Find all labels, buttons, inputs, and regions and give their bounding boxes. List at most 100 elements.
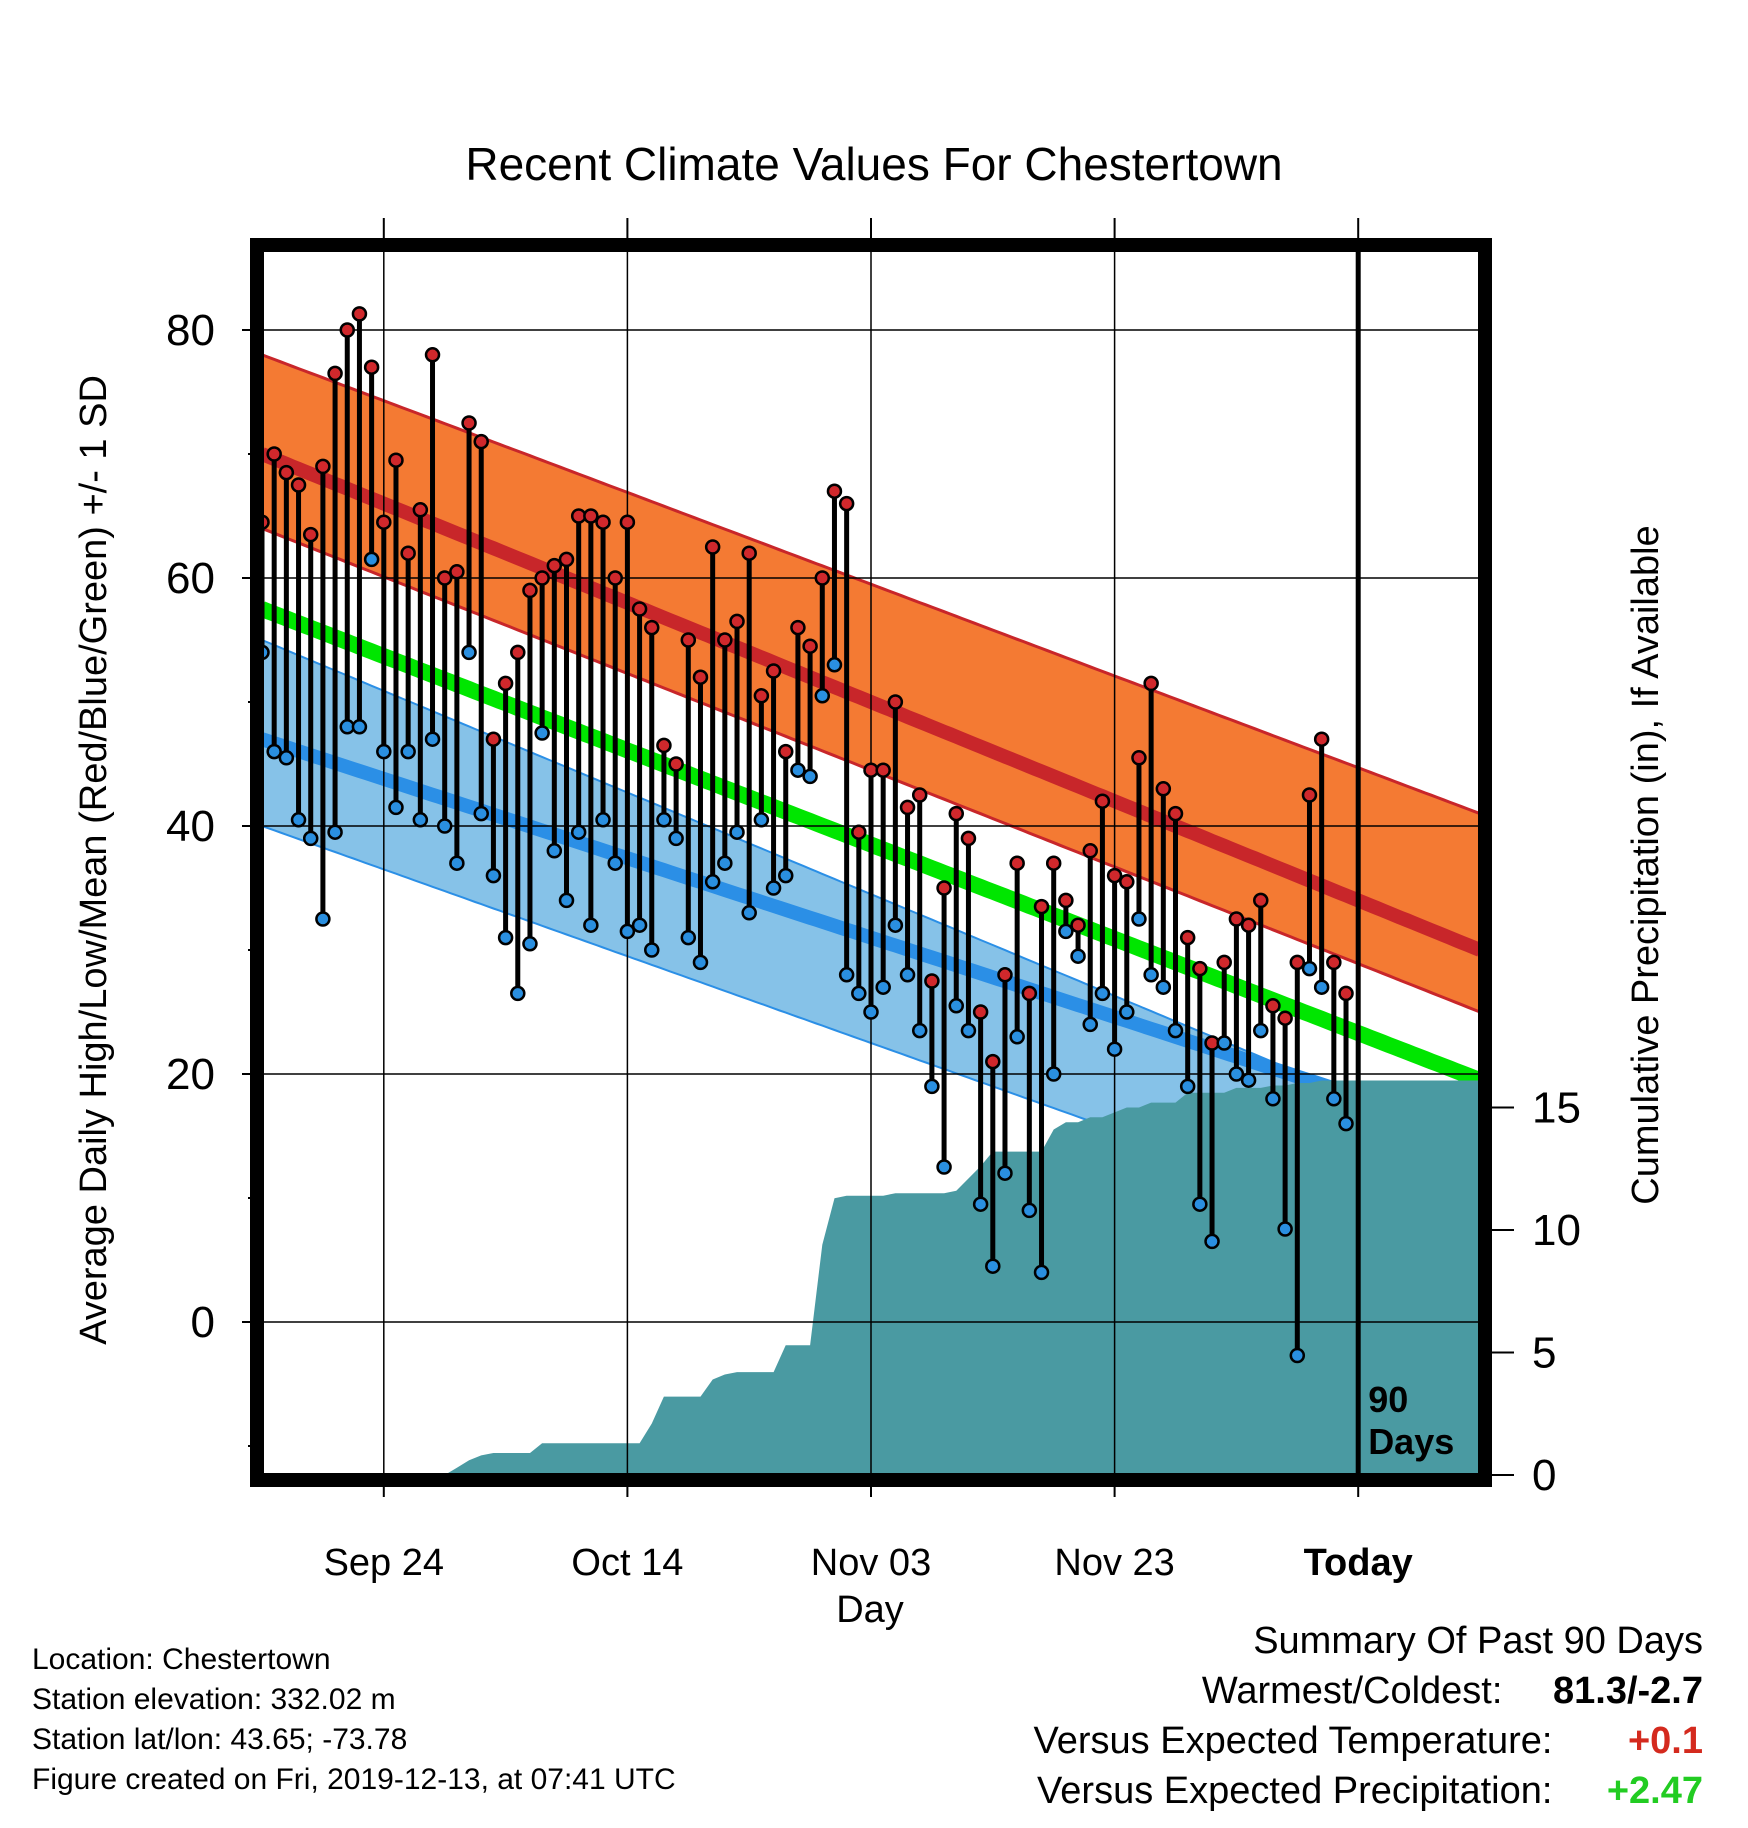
daily-low-point [1143, 967, 1159, 983]
daily-low-point [851, 985, 867, 1002]
daily-high-point [753, 688, 770, 704]
daily-low-point [1192, 1196, 1208, 1212]
daily-high-point [1082, 843, 1098, 859]
daily-low-point [777, 867, 794, 884]
daily-high-point [510, 644, 526, 661]
daily-low-point [1326, 1091, 1342, 1107]
precip-value: +2.47 [1606, 1770, 1703, 1812]
daily-high-point [534, 570, 550, 586]
daily-low-point [729, 824, 745, 840]
daily-high-point [1070, 917, 1086, 933]
warm-cold-value: 81.3/-2.7 [1553, 1670, 1703, 1712]
daily-low-point [826, 657, 843, 673]
daily-low-point [1058, 923, 1074, 940]
daily-low-point [802, 768, 818, 785]
x-tick-label: Nov 03 [811, 1542, 931, 1584]
daily-high-point [1338, 985, 1354, 1002]
daily-low-point [619, 923, 636, 940]
daily-low-point [960, 1022, 977, 1039]
daily-high-point [1265, 998, 1281, 1014]
daily-high-point [376, 514, 392, 530]
daily-high-point [497, 675, 514, 692]
today-days-label-line: Days [1368, 1421, 1454, 1462]
daily-low-point [924, 1078, 940, 1095]
y2-tick-label: 5 [1532, 1329, 1556, 1378]
daily-high-point [558, 551, 575, 568]
today-days-label-line: 90 [1368, 1379, 1408, 1420]
daily-low-point [717, 855, 733, 871]
daily-low-point [668, 830, 684, 847]
daily-high-point [741, 545, 757, 561]
precip-label: Versus Expected Precipitation: [1037, 1770, 1553, 1812]
today-days-label: 90 Days [1368, 1379, 1454, 1462]
daily-high-point [851, 824, 867, 840]
daily-high-point [1106, 867, 1123, 884]
footer-info: Location: Chestertown Station elevation:… [32, 1640, 676, 1800]
x-tick-label: Oct 14 [571, 1542, 683, 1584]
daily-low-point [1106, 1041, 1123, 1057]
daily-high-point [1192, 960, 1208, 977]
daily-high-point [302, 526, 319, 543]
daily-low-point [1277, 1221, 1293, 1237]
daily-high-point [826, 483, 843, 499]
plot-content: 90 Days [262, 250, 1480, 1475]
daily-low-point [680, 929, 697, 946]
warm-cold-label: Warmest/Coldest: [1201, 1670, 1503, 1712]
daily-low-point [327, 824, 343, 840]
daily-low-point [351, 719, 368, 735]
daily-low-point [741, 905, 757, 921]
temp-value: +0.1 [1627, 1720, 1703, 1762]
daily-low-point [278, 750, 295, 766]
x-tick-label: Today [1304, 1542, 1413, 1584]
x-axis-label: Day [836, 1589, 904, 1631]
daily-high-point [936, 880, 952, 896]
daily-high-point [449, 564, 465, 580]
daily-high-point [911, 787, 928, 803]
daily-high-point [692, 669, 709, 685]
y-tick-label: 40 [166, 802, 215, 851]
summary-temp: Versus Expected Temperature: +0.1 [1034, 1718, 1703, 1764]
daily-low-point [485, 867, 502, 884]
daily-low-point [1167, 1022, 1184, 1039]
daily-low-point [644, 942, 660, 958]
x-tick-label: Nov 23 [1054, 1542, 1174, 1584]
daily-low-point [388, 799, 404, 816]
daily-high-point [546, 557, 563, 574]
daily-low-point [510, 985, 526, 1002]
daily-low-point [1094, 985, 1111, 1002]
daily-high-point [1009, 855, 1025, 871]
daily-low-point [1313, 979, 1330, 995]
daily-low-point [449, 855, 465, 871]
daily-low-point [424, 731, 441, 747]
daily-high-point [790, 619, 806, 636]
footer-latlon: Station lat/lon: 43.65; -73.78 [32, 1723, 408, 1756]
daily-high-point [680, 632, 697, 648]
daily-high-point [315, 458, 331, 475]
daily-low-point [1253, 1022, 1269, 1039]
daily-high-point [656, 737, 672, 754]
daily-high-point [1131, 750, 1147, 766]
daily-high-point [1045, 855, 1062, 871]
daily-low-point [1289, 1347, 1306, 1364]
daily-low-point [558, 892, 575, 909]
daily-low-point [376, 743, 392, 760]
y2-tick-label: 10 [1532, 1206, 1581, 1255]
summary-warm-cold: Warmest/Coldest: 81.3/-2.7 [1202, 1668, 1703, 1714]
daily-high-point [644, 619, 660, 636]
daily-low-point [899, 967, 916, 983]
daily-high-point [473, 433, 489, 450]
daily-low-point [1009, 1029, 1025, 1045]
daily-low-point [522, 936, 538, 952]
daily-high-point [1021, 985, 1038, 1002]
daily-low-point [1301, 960, 1318, 977]
daily-low-point [1070, 948, 1086, 964]
daily-high-point [485, 731, 502, 747]
daily-high-point [777, 743, 794, 760]
daily-high-point [595, 514, 611, 530]
y2-axis-label: Cumulative Precipitation (in), If Availa… [1625, 525, 1667, 1204]
daily-high-point [619, 514, 636, 530]
daily-high-point [875, 762, 891, 778]
y-tick-label: 20 [166, 1050, 215, 1099]
daily-low-point [290, 812, 307, 828]
daily-low-point [400, 743, 416, 760]
